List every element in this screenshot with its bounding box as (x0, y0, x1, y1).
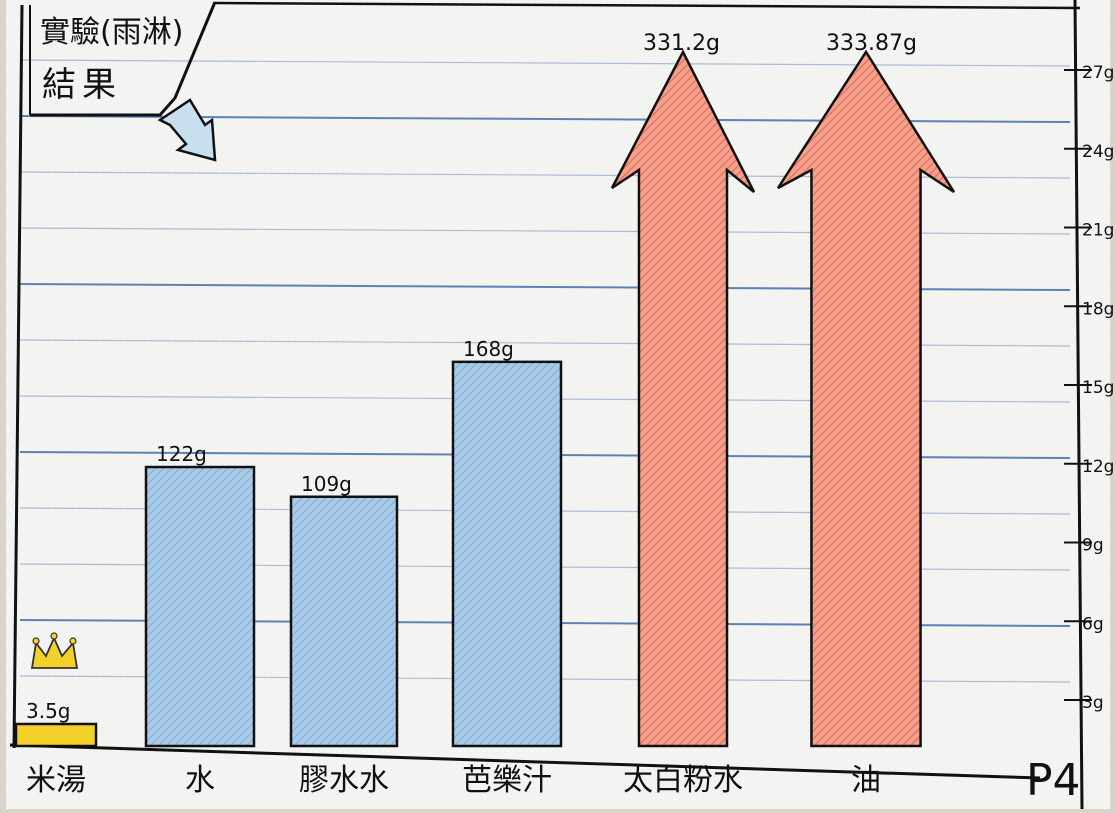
value-label: 109g (301, 472, 352, 496)
y-tick-label: 18g (1082, 299, 1114, 319)
title-box: 實驗(雨淋) 結果 (29, 1, 217, 162)
y-axis-left (12, 4, 24, 749)
y-tick-label: 24g (1082, 142, 1114, 162)
bar-1 (144, 465, 256, 748)
bars (14, 49, 956, 748)
bar-arrow-4 (610, 49, 756, 748)
top-border (214, 1, 1081, 10)
x-axis (9, 743, 1041, 780)
arrow-down-right-icon (157, 98, 217, 162)
bar-0 (14, 722, 98, 748)
bar-2 (289, 495, 399, 748)
bar-3 (451, 360, 563, 748)
value-label: 3.5g (26, 699, 71, 723)
value-label: 331.2g (643, 31, 720, 56)
category-label: 芭樂汁 (462, 763, 552, 798)
y-tick-label: 9g (1082, 536, 1104, 556)
value-label: 333.87g (826, 31, 917, 56)
value-labels: 3.5g 122g 109g 168g 331.2g 333.87g (26, 31, 917, 723)
category-label: 太白粉水 (623, 763, 743, 798)
value-label: 168g (463, 337, 514, 361)
page-number: P4 (1026, 755, 1081, 806)
gridline (19, 59, 1071, 67)
y-tick-label: 21g (1082, 221, 1114, 241)
value-label: 122g (156, 442, 207, 466)
title-line2: 結果 (42, 65, 122, 105)
y-axis-right (1073, 0, 1084, 810)
y-tick-label: 6g (1082, 614, 1104, 634)
bar-arrow-5 (776, 49, 956, 748)
y-tick-label: 15g (1082, 378, 1114, 398)
category-label: 油 (851, 763, 881, 798)
y-tick-label: 3g (1082, 693, 1104, 713)
category-label: 米湯 (26, 763, 86, 798)
category-labels: 米湯 水 膠水水 芭樂汁 太白粉水 油 (26, 763, 881, 798)
y-tick-label: 27g (1082, 63, 1114, 83)
category-label: 水 (185, 763, 215, 798)
y-tick-label: 12g (1082, 457, 1114, 477)
crown-icon (30, 632, 79, 669)
title-line1: 實驗(雨淋) (40, 15, 183, 50)
category-label: 膠水水 (299, 763, 389, 798)
y-axis-ticks: 3g 6g 9g 12g 15g 18g 21g 24g 27g (1064, 63, 1114, 713)
